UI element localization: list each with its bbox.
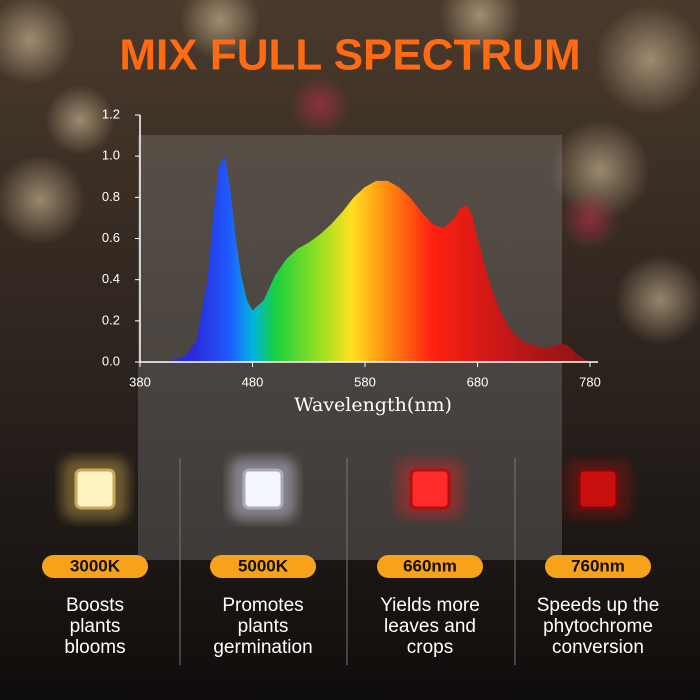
- y-tick-label: 0.6: [102, 230, 120, 245]
- chart-title: MIX FULL SPECTRUM: [119, 31, 580, 80]
- badge: [210, 555, 316, 578]
- feature-description: plants: [70, 616, 121, 637]
- feature-description: Yields more: [380, 595, 480, 616]
- feature-description: leaves and: [384, 616, 476, 637]
- y-tick-label: 1.2: [102, 106, 120, 121]
- badge: [42, 555, 148, 578]
- feature-description: Boosts: [66, 595, 124, 616]
- y-tick-label: 0.2: [102, 312, 120, 327]
- bokeh: [0, 0, 700, 345]
- feature-description: plants: [238, 616, 289, 637]
- y-tick-label: 0.0: [102, 353, 120, 368]
- feature-description: Promotes: [222, 595, 303, 616]
- feature-description: phytochrome: [543, 616, 653, 637]
- features: 3000KBoostsplantsblooms5000KPromotesplan…: [42, 555, 659, 658]
- badge-label: 660nm: [403, 556, 457, 575]
- y-tick-label: 0.8: [102, 189, 120, 204]
- x-axis-label: Wavelength(nm): [294, 394, 452, 416]
- y-tick-label: 0.4: [102, 271, 120, 286]
- x-tick-label: 480: [242, 374, 264, 389]
- plot: 0.0 0.2 0.4 0.6 0.8 1.0 1.2 380 480 580 680 780: [102, 106, 601, 389]
- feature-description: Speeds up the: [537, 595, 660, 616]
- x-tick-label: 680: [467, 374, 489, 389]
- x-tick-label: 780: [579, 374, 601, 389]
- badge-label: 760nm: [571, 556, 625, 575]
- x-tick-label: 580: [354, 374, 376, 389]
- feature-description: germination: [213, 637, 312, 658]
- spectrum-area: [162, 156, 590, 362]
- feature-description: crops: [407, 637, 453, 658]
- feature-description: conversion: [552, 637, 644, 658]
- badge: [545, 555, 651, 578]
- badge-label: 3000K: [70, 556, 121, 575]
- x-tick-label: 380: [129, 374, 151, 389]
- y-tick-label: 1.0: [102, 148, 120, 163]
- feature-description: blooms: [64, 637, 125, 658]
- leds: [62, 458, 631, 520]
- badge-label: 5000K: [238, 556, 289, 575]
- badge: [377, 555, 483, 578]
